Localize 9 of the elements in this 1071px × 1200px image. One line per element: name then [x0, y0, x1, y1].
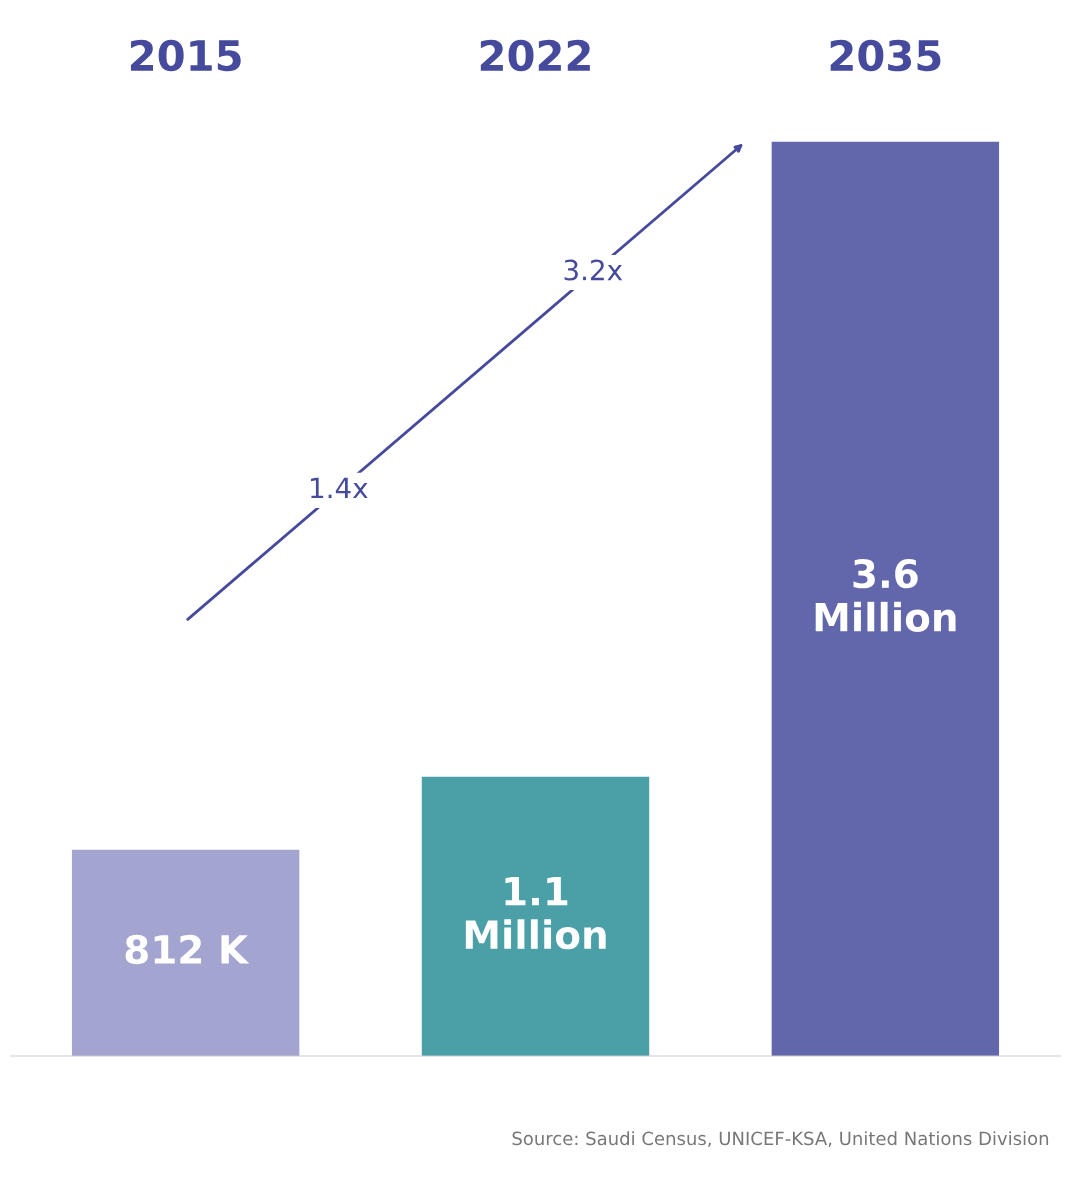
x-tick-label: 2022	[480, 39, 590, 72]
x-tick-label: 2035	[830, 39, 941, 72]
annotation: 3.2x	[564, 259, 623, 281]
data-label: 1.1 Million	[465, 876, 606, 950]
annotation: 1.4x	[311, 477, 368, 499]
data-label: 812 K	[125, 934, 250, 965]
data-label: 3.6 Million	[815, 558, 956, 632]
x-tick-label: 2015	[130, 39, 241, 72]
source-note: Source: Saudi Census, UNICEF-KSA, United Nations Division	[512, 1131, 1049, 1148]
